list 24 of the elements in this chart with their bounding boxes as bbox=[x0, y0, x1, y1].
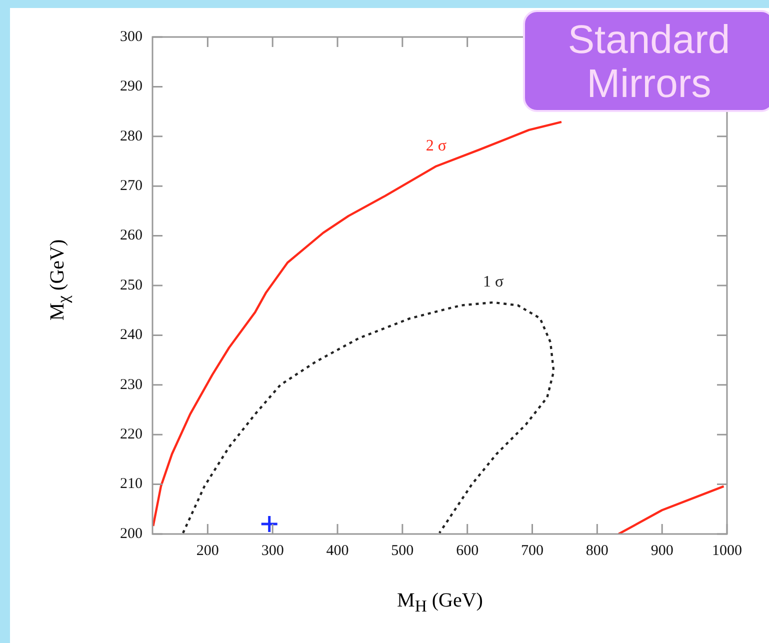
y-tick-label: 220 bbox=[120, 426, 142, 443]
x-tick-label: 600 bbox=[456, 542, 479, 559]
x-axis-title: M$_{H}$ (GeV) bbox=[397, 590, 483, 616]
y-tick-label: 240 bbox=[120, 327, 142, 344]
x-tick-label: 400 bbox=[326, 542, 349, 559]
x-tick-label: 800 bbox=[586, 542, 608, 559]
y-tick-label: 290 bbox=[120, 78, 142, 95]
series-label: 2 σ bbox=[426, 137, 447, 154]
y-tick-label: 280 bbox=[120, 128, 142, 144]
y-tick-label: 260 bbox=[120, 228, 142, 244]
series-label: 1 σ bbox=[482, 274, 504, 291]
x-tick-label: 700 bbox=[521, 542, 544, 559]
y-tick-label: 210 bbox=[120, 476, 142, 492]
x-tick-label: 500 bbox=[391, 542, 414, 559]
y-tick-label: 200 bbox=[120, 526, 142, 542]
x-tick-label: 900 bbox=[650, 542, 674, 559]
y-tick-label: 270 bbox=[120, 178, 142, 194]
x-tick-label: 200 bbox=[196, 542, 219, 559]
x-tick-label: 1000 bbox=[712, 542, 742, 559]
y-tick-label: 300 bbox=[120, 28, 142, 45]
annotation: Standard Mirrors bbox=[523, 10, 769, 112]
x-tick-label: 300 bbox=[261, 542, 284, 559]
y-tick-label: 250 bbox=[120, 277, 142, 294]
y-tick-label: 230 bbox=[120, 376, 142, 393]
